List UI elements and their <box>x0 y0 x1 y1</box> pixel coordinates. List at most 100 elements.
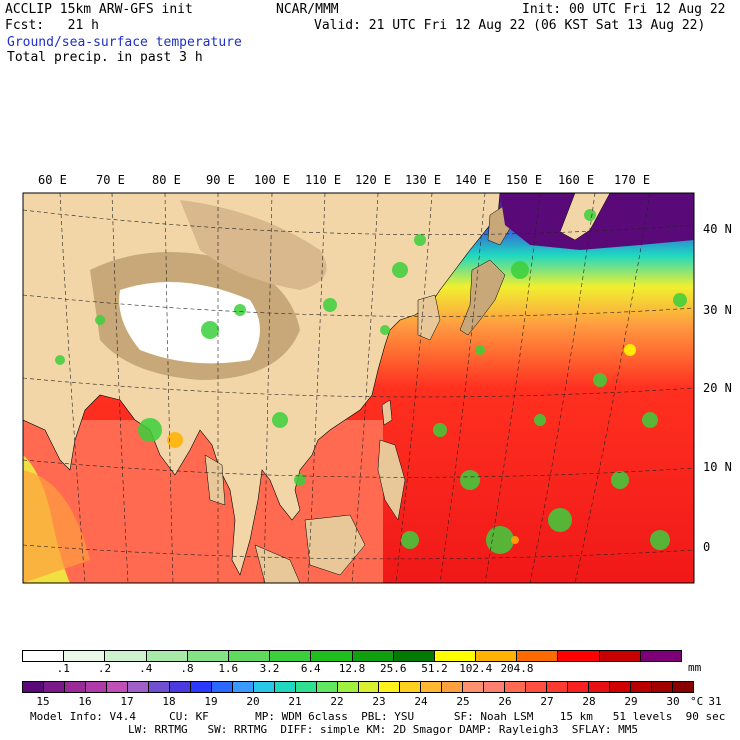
lon-label: 80 E <box>152 173 181 187</box>
colorbar-tick-label: 20 <box>246 695 260 708</box>
header-institution: NCAR/MMM <box>276 2 339 17</box>
lat-label: 0 <box>703 540 711 554</box>
temperature-colorbar <box>22 681 694 693</box>
colorbar-tick-label: 3.2 <box>259 662 280 675</box>
colorbar-tick-label: 29 <box>624 695 638 708</box>
graticule <box>23 193 694 583</box>
colorbar-swatch <box>127 682 149 692</box>
colorbar-swatch <box>274 682 296 692</box>
colorbar-tick-label: 21 <box>288 695 302 708</box>
colorbar-swatch <box>85 682 107 692</box>
lat-label: 30 N <box>703 303 732 317</box>
map-frame <box>22 192 695 584</box>
colorbar-tick-label: .2 <box>97 662 112 675</box>
lon-label: 150 E <box>506 173 543 187</box>
colorbar-tick-label: 204.8 <box>500 662 534 675</box>
colorbar-swatch <box>146 651 188 661</box>
colorbar-swatch <box>43 682 65 692</box>
lon-label: 100 E <box>254 173 291 187</box>
colorbar-tick-label: 15 <box>36 695 50 708</box>
colorbar-swatch <box>640 651 681 661</box>
colorbar-swatch <box>295 682 317 692</box>
lon-label: 70 E <box>96 173 125 187</box>
temperature-unit: °C <box>690 695 704 708</box>
header-init-time: Init: 00 UTC Fri 12 Aug 22 <box>522 2 726 17</box>
colorbar-swatch <box>547 682 569 692</box>
colorbar-swatch <box>352 651 394 661</box>
colorbar-swatch <box>316 682 338 692</box>
colorbar-tick-label: 27 <box>540 695 554 708</box>
colorbar-tick-label: 1.6 <box>218 662 239 675</box>
colorbar-swatch <box>400 682 422 692</box>
lat-label: 10 N <box>703 460 732 474</box>
colorbar-swatch <box>106 682 128 692</box>
colorbar-tick-label: 18 <box>162 695 176 708</box>
colorbar-swatch <box>652 682 674 692</box>
colorbar-tick-label: 51.2 <box>421 662 448 675</box>
colorbar-swatch <box>393 651 435 661</box>
colorbar-swatch <box>526 682 548 692</box>
colorbar-tick-label: 31 <box>708 695 722 708</box>
colorbar-swatch <box>148 682 170 692</box>
colorbar-swatch <box>211 682 233 692</box>
colorbar-tick-label: 6.4 <box>300 662 321 675</box>
colorbar-tick-label: 12.8 <box>338 662 366 675</box>
colorbar-swatch <box>228 651 271 661</box>
colorbar-swatch <box>311 651 353 661</box>
colorbar-tick-label: 23 <box>372 695 386 708</box>
philippines-land <box>377 439 406 521</box>
header-model-title: ACCLIP 15km ARW-GFS init <box>5 2 193 17</box>
colorbar-swatch <box>631 682 653 692</box>
colorbar-swatch <box>476 651 518 661</box>
field-title-precip: Total precip. in past 3 h <box>7 50 203 65</box>
lat-label: 20 N <box>703 381 732 395</box>
colorbar-tick-label: 24 <box>414 695 428 708</box>
colorbar-swatch <box>232 682 254 692</box>
lon-label: 130 E <box>405 173 442 187</box>
colorbar-swatch <box>517 651 559 661</box>
colorbar-swatch <box>484 682 506 692</box>
colorbar-swatch <box>270 651 312 661</box>
colorbar-swatch <box>105 651 147 661</box>
lon-label: 170 E <box>614 173 651 187</box>
colorbar-swatch <box>463 682 485 692</box>
colorbar-swatch <box>568 682 590 692</box>
colorbar-swatch <box>558 651 600 661</box>
colorbar-tick-label: .1 <box>56 662 70 675</box>
colorbar-swatch <box>253 682 275 692</box>
colorbar-swatch <box>23 651 65 661</box>
colorbar-swatch <box>421 682 443 692</box>
colorbar-swatch <box>589 682 611 692</box>
colorbar-swatch <box>358 682 380 692</box>
precip-cells <box>55 209 687 554</box>
colorbar-swatch <box>337 682 359 692</box>
colorbar-swatch <box>169 682 191 692</box>
footer-physics-info: LW: RRTMG SW: RRTMG DIFF: simple KM: 2D … <box>128 723 638 736</box>
footer-model-info: Model Info: V4.4 CU: KF MP: WDM 6class P… <box>30 710 726 723</box>
tibet-snow <box>119 282 260 364</box>
header-forecast-hour: Fcst: 21 h <box>5 18 99 33</box>
lat-label: 40 N <box>703 222 732 236</box>
colorbar-tick-label: 16 <box>78 695 92 708</box>
colorbar-tick-label: 25.6 <box>380 662 407 675</box>
lon-label: 140 E <box>455 173 492 187</box>
colorbar-swatch <box>434 651 477 661</box>
colorbar-tick-label: .8 <box>180 662 194 675</box>
header-valid-time: Valid: 21 UTC Fri 12 Aug 22 (06 KST Sat … <box>314 18 706 33</box>
colorbar-swatch <box>187 651 229 661</box>
colorbar-tick-label: 22 <box>330 695 344 708</box>
lon-label: 110 E <box>305 173 342 187</box>
colorbar-swatch <box>64 651 106 661</box>
lon-label: 90 E <box>206 173 235 187</box>
colorbar-swatch <box>599 651 641 661</box>
colorbar-swatch <box>505 682 527 692</box>
colorbar-tick-label: .4 <box>139 662 153 675</box>
colorbar-tick-label: 102.4 <box>459 662 493 675</box>
colorbar-swatch <box>64 682 86 692</box>
colorbar-tick-label: 28 <box>582 695 596 708</box>
lon-label: 120 E <box>355 173 392 187</box>
field-title-shaded: Ground/sea-surface temperature <box>7 35 242 50</box>
colorbar-swatch <box>442 682 464 692</box>
colorbar-swatch <box>673 682 693 692</box>
